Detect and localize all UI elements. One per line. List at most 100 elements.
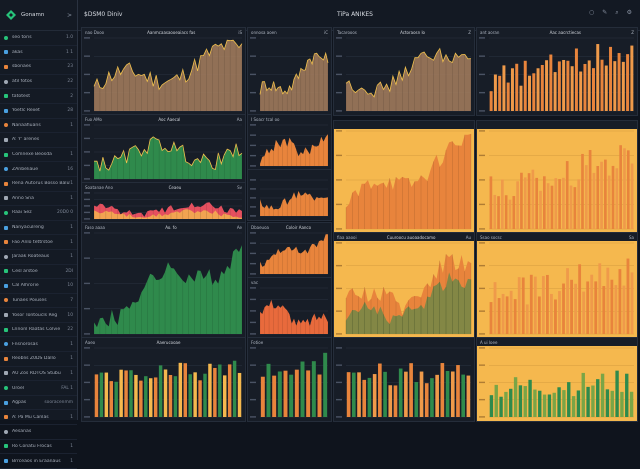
panel-header-right[interactable]: iS [238,30,242,35]
chart-panel[interactable]: Faso aaaa Ao. fo Ae [81,222,246,339]
bar [104,372,109,417]
chart-panel[interactable]: Fuo AMo Aoc Aaecal Aa [81,114,246,184]
chart-plot [477,241,637,338]
sidebar-item-count: 1 [70,458,73,464]
chart-panel[interactable] [333,337,475,422]
panel-header-mid: Cuuroocu auoaadocamo [386,235,436,240]
sidebar-item[interactable]: Lnnonl Raatas Colvie 22 [0,323,77,338]
sidebar-item[interactable]: Yoetlc Rexet 28 [0,104,77,119]
bar [613,61,617,111]
bar [550,185,554,229]
chart-panel[interactable]: nao Dooo Aanmcaasaooeaiacs fas iS [81,27,246,116]
y-tick-label [250,206,256,208]
bar [583,63,587,111]
chart-panel[interactable]: Dbaeuoa Coloir Aanco [247,222,332,279]
gear-icon[interactable]: ⚙ [626,9,632,16]
panel-header-right[interactable]: Z [468,30,471,35]
bar [586,386,590,417]
circle-icon[interactable]: ○ [588,9,595,16]
bullet-icon [4,123,8,128]
edit-icon[interactable]: ✎ [602,9,608,16]
bar [554,178,558,229]
bar [153,377,158,417]
sidebar-item-count: 1 [70,181,73,187]
panel-header-right[interactable]: Z [631,30,634,35]
chart-panel[interactable] [476,120,638,234]
chart-panel[interactable]: I Soacr tcal oo [247,114,332,171]
sidebar-item[interactable]: Reoblis Z0DS Dallo 1 [0,352,77,367]
sidebar-item[interactable]: Ro Conatu Frocas 1 [0,440,77,455]
chart-panel[interactable]: onnosa aoen iC [247,27,332,116]
sidebar-item[interactable]: Aesanas [0,425,77,440]
chart-panel[interactable]: Tacarooos Actoraosn lo Z [333,27,475,116]
panel-header-right[interactable]: Au [465,235,471,240]
bullet-icon [4,371,8,376]
chart-panel[interactable]: Ssao socsc Sa [476,232,638,339]
sidebar-item[interactable]: Tunaes Poiuses 7 [0,294,77,309]
sidebar-item-label: Raai Sez [12,210,32,216]
sidebar-item-label: Cesl arstoe [12,268,38,274]
bar [289,374,294,417]
chart-panel[interactable] [247,169,332,221]
bar [517,277,521,334]
sidebar-header: Gonamn > [0,0,77,31]
chart-panel[interactable]: vac [247,277,332,339]
bar [570,66,574,111]
bar [119,369,123,417]
sidebar-item[interactable]: Yosor Tontoucls Reg 10 [0,308,77,323]
bar [501,179,504,229]
chart-panel[interactable]: Fotioe [247,337,332,422]
sidebar-item-label: A: Y' arenes [12,137,40,143]
sidebar-item[interactable]: tatotest 2 [0,89,77,104]
sidebar-item[interactable]: AU Zos RDTOS Stubu 1 [0,367,77,382]
sidebar-item[interactable]: sbonaes 23 [0,60,77,75]
sidebar-item-count: 1 [70,254,73,260]
panel-header-right[interactable]: Ae [236,225,242,230]
chart-panel[interactable]: fiaa aaooi Cuuroocu auoaadocamo Au [333,232,475,339]
panel-header-right[interactable]: Sv [237,185,242,190]
chart-panel[interactable]: A ui loee [476,337,638,422]
search-icon[interactable]: ⌕ [615,9,619,16]
sidebar-item-count: 23 [67,64,73,70]
sidebar-item[interactable]: seo toris 1.0 [0,31,77,46]
sidebar-item[interactable]: Raai Sez 20D0 0 [0,206,77,221]
sidebar-item[interactable]: Anno Sna 1 [0,192,77,207]
y-tick-label [250,321,256,324]
sidebar-item[interactable]: Fao Anlo tettrstoe 1 [0,235,77,250]
sidebar-item[interactable]: A: Pa Mu Canlas 1 [0,410,77,426]
sidebar-item-count: 1 [70,239,73,245]
y-tick-label [84,333,90,335]
panel-header-right[interactable]: Sa [629,235,634,240]
panel-header-right[interactable]: iC [324,30,328,35]
panel-header-mid: Aaerucooae [156,340,181,345]
sidebar-item[interactable]: Cesl arstoe 2DI [0,265,77,280]
y-tick-label [250,124,256,126]
chart-panel[interactable]: ant aoran Aac aacrctiecas Z [476,27,638,116]
sidebar-item[interactable]: Comnexe Beosda 1 [0,148,77,163]
sidebar-item[interactable]: Jaraak Roateaus 1 [0,250,77,265]
sidebar-item[interactable]: Uroel FAL 1 [0,381,77,396]
chart-panel[interactable]: Aaeo Aaerucooae [81,337,246,422]
sidebar-item-count: 1 [70,341,73,347]
chart-panel[interactable] [333,120,475,234]
sidebar-item[interactable]: Brrceaos in Eraanaus 1 [0,454,77,469]
sidebar-item[interactable]: Fnsnorosas 1 [0,337,77,353]
chart-panel[interactable]: Soatanae Ano Ceaeu Sv [81,182,246,224]
sidebar-item[interactable]: A: Y' arenes [0,133,77,148]
panel-header-right[interactable]: Aa [236,117,242,122]
bar [552,392,556,417]
sidebar-item[interactable]: Rena Autorus Bosso Balut 1 [0,177,77,192]
sidebar-item-label: Fnsnorosas [12,341,38,347]
sidebar-item[interactable]: ZAnbeliaue 16 [0,162,77,177]
sidebar-item[interactable]: Nanyaculreng 1 [0,221,77,236]
sidebar-item[interactable]: Nanaafiuans 1 [0,119,77,134]
sidebar-item[interactable]: akas 1 1 [0,46,77,61]
sidebar-item[interactable]: atil fotos 22 [0,75,77,90]
bar [614,285,618,334]
bar [504,195,508,229]
bar [562,390,566,417]
sidebar-item[interactable]: Cal Alhrorie 10 [0,279,77,294]
chevron-right-icon[interactable]: > [66,11,72,19]
sidebar-item[interactable]: Agpas sooracenmm [0,396,77,411]
sidebar-item-count: 1 [70,195,73,201]
